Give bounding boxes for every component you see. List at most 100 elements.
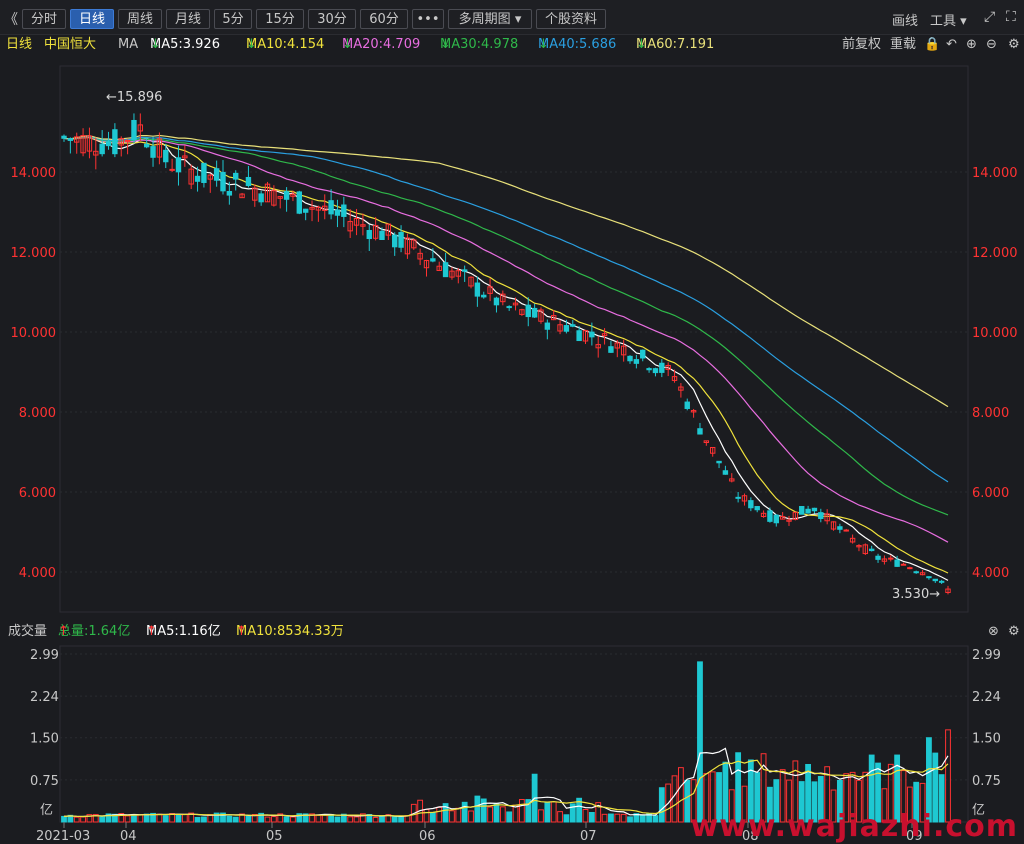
candle-body [792,511,799,520]
volume-bar [875,762,881,823]
candle-body [945,588,951,594]
volume-bar [321,814,328,823]
candle-body [544,322,551,330]
tools-button[interactable]: 工具 ▾ [930,10,967,29]
volume-bar [379,816,385,823]
candle-body [913,571,919,574]
volume-bar [639,814,646,823]
volume-bar [741,785,748,823]
zoom-in-icon[interactable]: ⊕ [966,37,977,52]
volume-bar [671,775,678,823]
candle-body [93,150,99,156]
candle-body [264,183,271,203]
stock-info-button[interactable]: 个股资料 [536,9,606,29]
price-tick-right: 6.000 [972,486,1009,501]
tab-15min[interactable]: 15分 [256,9,304,29]
volume-bar [760,753,767,823]
expand-icon[interactable]: ⤢ [984,9,996,25]
volume-bar [105,813,112,823]
candle-body [786,519,792,522]
candle-body [926,576,932,579]
close-icon[interactable]: ⊗ [988,624,999,639]
undo-icon[interactable]: ↶ [946,37,957,52]
ma5-line [63,136,949,581]
collapse-icon[interactable]: 《 [4,12,18,28]
candle-body [646,368,652,371]
candle-body [309,207,315,210]
volume-bar [684,779,691,823]
volume-tick-left: 0.75 [30,774,59,789]
candle-body [652,368,659,374]
volume-bar [334,816,341,823]
candle-body [449,270,455,278]
candle-body [665,364,671,370]
reload-button[interactable]: 重载 [890,37,917,52]
volume-bar [137,814,144,823]
fullscreen-icon[interactable]: ⛶ [1006,9,1016,25]
candle-body [729,478,735,482]
volume-bar [468,810,474,823]
candlestick-chart[interactable]: 14.000 14.000 12.000 12.000 10.000 10.000 8.00… [0,56,1024,622]
draw-line-button[interactable]: 画线 [892,14,919,29]
price-tick-left: 10.000 [11,326,57,341]
tab-monthly[interactable]: 月线 [166,9,210,29]
candle-body [805,508,811,514]
volume-legend-bar: 成交量 总量:1.64亿 ↑ MA5:1.16亿 ↑ MA10:8534.33万 ↑ … [0,622,1024,642]
tab-intraday[interactable]: 分时 [22,9,66,29]
candle-body [932,578,938,582]
candle-body [576,330,582,342]
volume-bar [194,816,201,823]
candle-body [716,460,722,464]
volume-bar [677,767,684,823]
candle-body [398,232,404,248]
volume-bar [449,810,455,823]
x-axis-label: 04 [120,829,137,844]
tab-30min[interactable]: 30分 [308,9,356,29]
volume-bar [595,802,602,823]
candle-body [124,139,131,142]
candle-body [919,572,926,576]
volume-bar [836,779,843,823]
candle-body [283,191,290,200]
volume-bar [277,813,284,823]
volume-tick-left: 2.99 [30,648,59,663]
volume-chart[interactable]: 2.99 2.99 2.24 2.24 1.50 1.50 0.75 0.75 亿 亿 2021-… [0,642,1024,844]
candle-body [277,196,283,199]
gear-icon[interactable]: ⚙ [1008,37,1020,52]
volume-tick-right: 0.75 [972,774,1001,789]
candle-body [506,306,512,309]
candle-body [722,470,729,475]
volume-bar [830,789,837,823]
volume-bar [856,779,862,823]
volume-bar [410,803,417,823]
candle-body [868,548,875,552]
candle-body [430,258,436,262]
volume-bar [429,812,436,823]
chevron-down-icon: ▾ [514,12,522,27]
tab-daily[interactable]: 日线 [70,9,114,29]
zoom-out-icon[interactable]: ⊖ [986,37,997,52]
lock-icon[interactable]: 🔒 [924,37,941,52]
volume-bar [805,763,811,823]
multi-period-dropdown[interactable]: 多周期图 ▾ [448,9,532,29]
candle-body [67,138,74,141]
tab-60min[interactable]: 60分 [360,9,408,29]
volume-bar [817,775,824,823]
candle-body [837,526,843,530]
candle-body [226,191,233,196]
candle-body [487,286,493,294]
low-price-marker: 3.530→ [892,587,940,602]
tab-weekly[interactable]: 周线 [118,9,162,29]
volume-bar [767,786,773,823]
tab-5min[interactable]: 5分 [214,9,252,29]
candle-body [493,297,500,306]
candle-body [252,187,258,201]
adjust-toggle[interactable]: 前复权 [842,37,882,52]
volume-bar [302,813,309,823]
gear-icon[interactable]: ⚙ [1008,624,1020,639]
candle-body [748,500,754,509]
more-periods-button[interactable]: ••• [412,9,444,29]
volume-bar [391,816,398,823]
ma40-line [63,135,949,483]
volume-title: 成交量 [8,624,48,639]
